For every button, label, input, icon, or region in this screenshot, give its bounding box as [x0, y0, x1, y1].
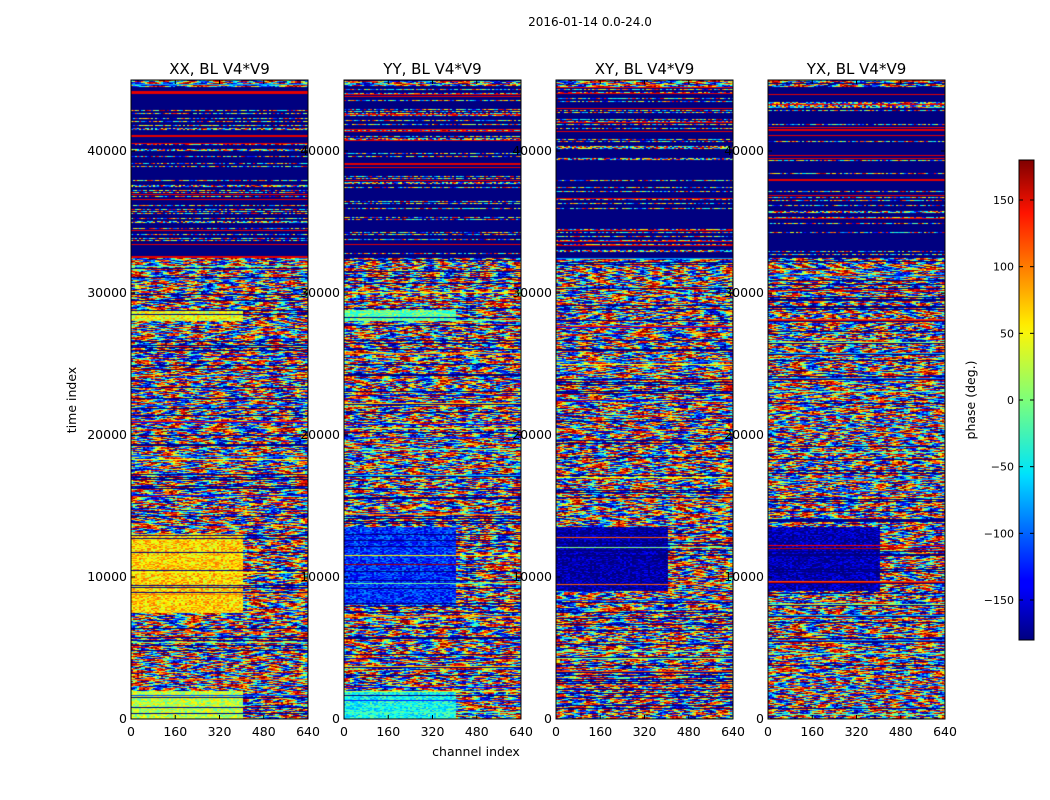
y-tick-label: 20000 — [87, 427, 127, 442]
colorbar-tick-label: −100 — [984, 527, 1014, 540]
x-tick-label: 0 — [340, 724, 348, 739]
x-tick-label: 0 — [764, 724, 772, 739]
figure-title: 2016-01-14 0.0-24.0 — [528, 15, 652, 29]
y-tick-label: 0 — [119, 711, 127, 726]
heatmap-image — [344, 80, 521, 719]
x-tick-label: 480 — [677, 724, 701, 739]
y-tick-label: 10000 — [300, 569, 340, 584]
x-tick-label: 160 — [376, 724, 400, 739]
y-tick-label: 10000 — [512, 569, 552, 584]
y-tick-label: 0 — [756, 711, 764, 726]
y-tick-label: 10000 — [724, 569, 764, 584]
colorbar: 150 100 50 0 −50 −100 −150 phase (deg.) — [963, 159, 1035, 641]
x-tick-label: 640 — [296, 724, 320, 739]
heatmap-image — [768, 80, 945, 719]
y-tick-label: 30000 — [724, 285, 764, 300]
x-tick-label: 480 — [252, 724, 276, 739]
y-tick-label: 30000 — [512, 285, 552, 300]
y-tick-label: 20000 — [512, 427, 552, 442]
y-tick-label: 20000 — [300, 427, 340, 442]
x-tick-label: 480 — [889, 724, 913, 739]
colorbar-tick-label: −50 — [991, 461, 1014, 474]
panel-title: XY, BL V4*V9 — [595, 60, 695, 78]
x-tick-label: 0 — [552, 724, 560, 739]
y-tick-label: 40000 — [512, 143, 552, 158]
x-tick-label: 320 — [845, 724, 869, 739]
x-tick-label: 640 — [933, 724, 957, 739]
colorbar-tick-label: −150 — [984, 594, 1014, 607]
x-tick-label: 320 — [421, 724, 445, 739]
x-tick-label: 320 — [208, 724, 232, 739]
heatmap-image — [131, 80, 308, 719]
colorbar-label: phase (deg.) — [963, 361, 978, 440]
panel-title: XX, BL V4*V9 — [169, 60, 270, 78]
colorbar-tick-label: 150 — [993, 194, 1014, 207]
y-tick-label: 30000 — [300, 285, 340, 300]
panel-title: YY, BL V4*V9 — [382, 60, 481, 78]
colorbar-ticks: 150 100 50 0 −50 −100 −150 — [984, 194, 1034, 607]
y-tick-label: 40000 — [300, 143, 340, 158]
y-tick-label: 30000 — [87, 285, 127, 300]
x-tick-label: 160 — [800, 724, 824, 739]
x-tick-label: 160 — [163, 724, 187, 739]
colorbar-tick-label: 0 — [1007, 394, 1014, 407]
x-tick-label: 320 — [633, 724, 657, 739]
x-tick-label: 160 — [588, 724, 612, 739]
y-axis-label: time index — [64, 367, 79, 433]
x-tick-label: 480 — [465, 724, 489, 739]
heatmap-panels: XX, BL V4*V9 0 160 320 480 640 0 10000 20000 3000… — [87, 60, 957, 739]
x-axis-label: channel index — [432, 744, 520, 759]
panel-title: YX, BL V4*V9 — [806, 60, 907, 78]
y-tick-label: 40000 — [87, 143, 127, 158]
x-tick-label: 0 — [127, 724, 135, 739]
y-tick-label: 0 — [544, 711, 552, 726]
x-tick-label: 640 — [509, 724, 533, 739]
colorbar-tick-label: 50 — [1000, 327, 1014, 340]
colorbar-tick-label: 100 — [993, 261, 1014, 274]
y-tick-label: 40000 — [724, 143, 764, 158]
y-tick-label: 20000 — [724, 427, 764, 442]
y-tick-label: 10000 — [87, 569, 127, 584]
y-tick-label: 0 — [332, 711, 340, 726]
heatmap-image — [556, 80, 733, 719]
x-tick-label: 640 — [721, 724, 745, 739]
